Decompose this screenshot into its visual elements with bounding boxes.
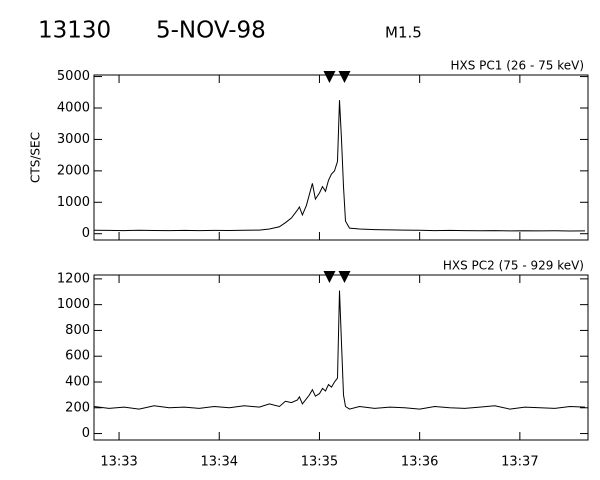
chart-title: HXS PC1 (26 - 75 keV) [450, 59, 584, 73]
y-tick-label: 5000 [57, 69, 90, 84]
y-axis-label: CTS/SEC [29, 132, 43, 183]
y-tick-label: 3000 [57, 132, 90, 147]
y-tick-label: 400 [65, 374, 90, 389]
x-tick-label: 13:33 [100, 455, 137, 470]
x-tick-label: 13:36 [401, 455, 438, 470]
x-tick-label: 13:34 [201, 455, 238, 470]
time-marker [323, 71, 336, 83]
y-tick-label: 2000 [57, 163, 90, 178]
time-marker [323, 271, 336, 283]
y-tick-label: 1200 [57, 271, 90, 286]
y-tick-label: 4000 [57, 101, 90, 116]
y-tick-label: 800 [65, 323, 90, 338]
flare-class: M1.5 [385, 24, 422, 42]
data-line [93, 290, 586, 410]
x-tick-label: 13:37 [501, 455, 538, 470]
time-marker [338, 271, 351, 283]
y-tick-label: 0 [82, 426, 90, 441]
y-tick-label: 0 [82, 226, 90, 241]
y-tick-label: 1000 [57, 297, 90, 312]
y-tick-label: 200 [65, 400, 90, 415]
time-marker [338, 71, 351, 83]
event-date: 5-NOV-98 [156, 18, 266, 44]
y-tick-label: 600 [65, 349, 90, 364]
chart-title: HXS PC2 (75 - 929 keV) [443, 259, 584, 273]
y-tick-label: 1000 [57, 195, 90, 210]
x-tick-label: 13:35 [301, 455, 338, 470]
data-line [93, 100, 586, 232]
event-id: 13130 [38, 18, 111, 44]
